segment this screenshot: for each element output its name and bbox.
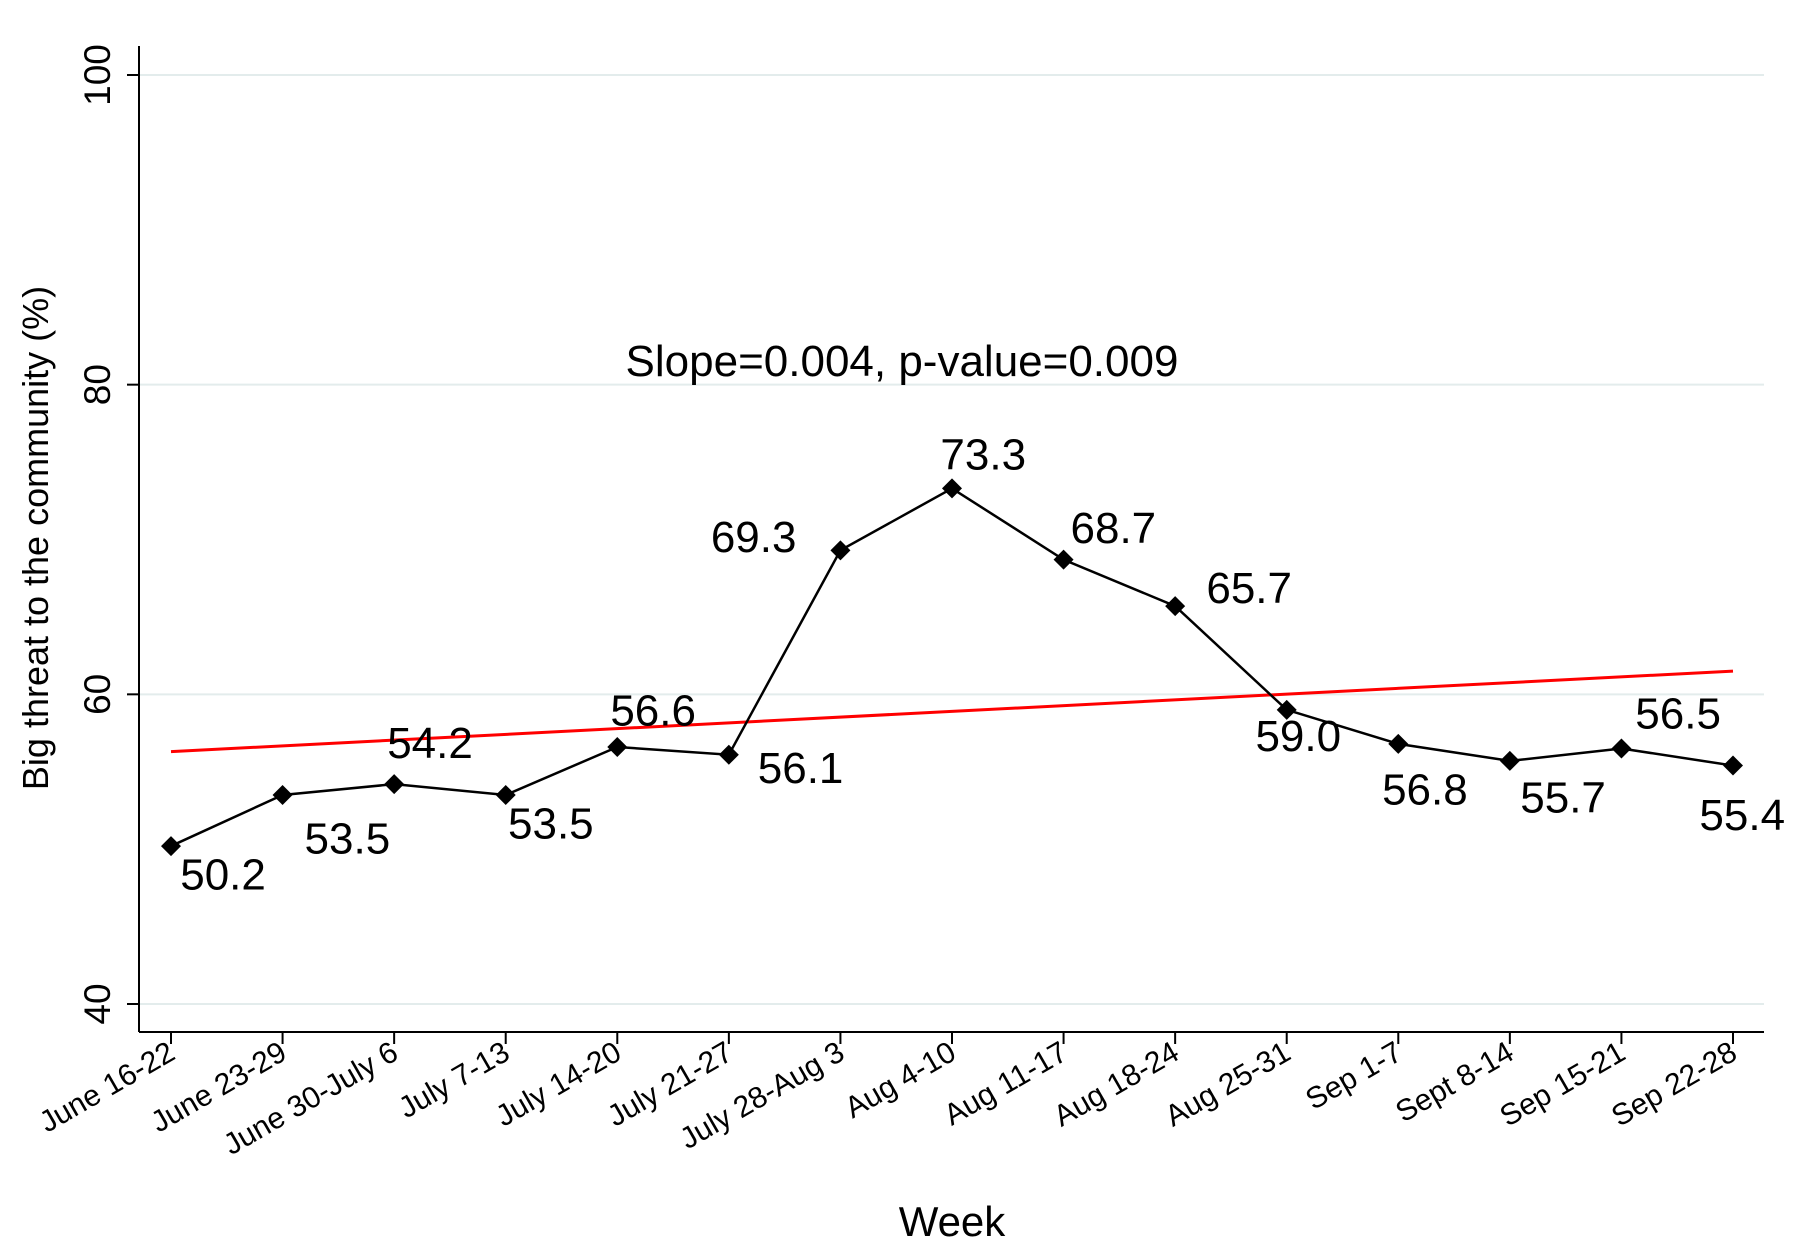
- series-line: [170, 486, 1734, 848]
- data-point-marker: [1053, 549, 1074, 570]
- data-label: 55.4: [1699, 791, 1785, 840]
- annotation-slope: Slope=0.004, p-value=0.009: [626, 337, 1179, 386]
- y-tick-label: 60: [77, 674, 118, 715]
- x-tick-label: Aug 25-31: [1160, 1035, 1296, 1133]
- data-label: 65.7: [1206, 564, 1292, 613]
- y-tick-label: 100: [77, 44, 118, 106]
- trend-line: [170, 669, 1734, 754]
- gridlines: [139, 74, 1764, 1005]
- data-point-marker: [384, 774, 405, 795]
- x-tick-label: Sep 15-21: [1495, 1035, 1631, 1133]
- y-ticks: 40 60 80 100: [77, 44, 139, 1025]
- data-label: 56.8: [1382, 766, 1468, 815]
- y-axis-label: Big threat to the community (%): [15, 286, 56, 790]
- data-point-marker: [830, 540, 851, 561]
- x-tick-label: Sep 22-28: [1606, 1035, 1742, 1133]
- data-point-marker: [272, 784, 293, 805]
- data-points: [161, 478, 1743, 857]
- data-label: 56.5: [1635, 689, 1721, 738]
- y-tick-label: 80: [77, 364, 118, 405]
- y-tick-label: 40: [77, 983, 118, 1024]
- data-label: 50.2: [180, 850, 266, 899]
- data-point-marker: [1388, 733, 1409, 754]
- x-tick-label: Aug 18-24: [1048, 1035, 1184, 1133]
- data-point-marker: [1276, 699, 1297, 720]
- data-point-marker: [607, 736, 628, 757]
- data-label: 59.0: [1255, 712, 1341, 761]
- data-label: 53.5: [305, 814, 391, 863]
- data-point-marker: [1499, 750, 1520, 771]
- data-point-marker: [942, 478, 962, 499]
- x-axis-label: Week: [899, 1198, 1007, 1241]
- data-label: 68.7: [1071, 504, 1157, 553]
- x-tick-label: July 14-20: [490, 1035, 626, 1133]
- data-point-marker: [161, 836, 181, 857]
- data-point-marker: [1165, 596, 1186, 617]
- data-label: 53.5: [508, 799, 594, 848]
- data-label: 73.3: [940, 430, 1026, 479]
- data-label: 69.3: [711, 513, 797, 562]
- data-label: 56.1: [758, 744, 844, 793]
- data-label: 56.6: [610, 687, 696, 736]
- data-label: 54.2: [387, 719, 473, 768]
- x-tick-label: Aug 11-17: [939, 1035, 1073, 1132]
- data-point-marker: [1611, 738, 1632, 759]
- data-label: 55.7: [1520, 773, 1606, 822]
- data-point-marker: [718, 744, 739, 765]
- data-point-marker: [1723, 755, 1743, 776]
- data-point-marker: [495, 784, 516, 805]
- data-labels: 50.2 53.5 54.2 53.5 56.6 56.1 69.3 73.3 68.7 65.7…: [180, 430, 1785, 899]
